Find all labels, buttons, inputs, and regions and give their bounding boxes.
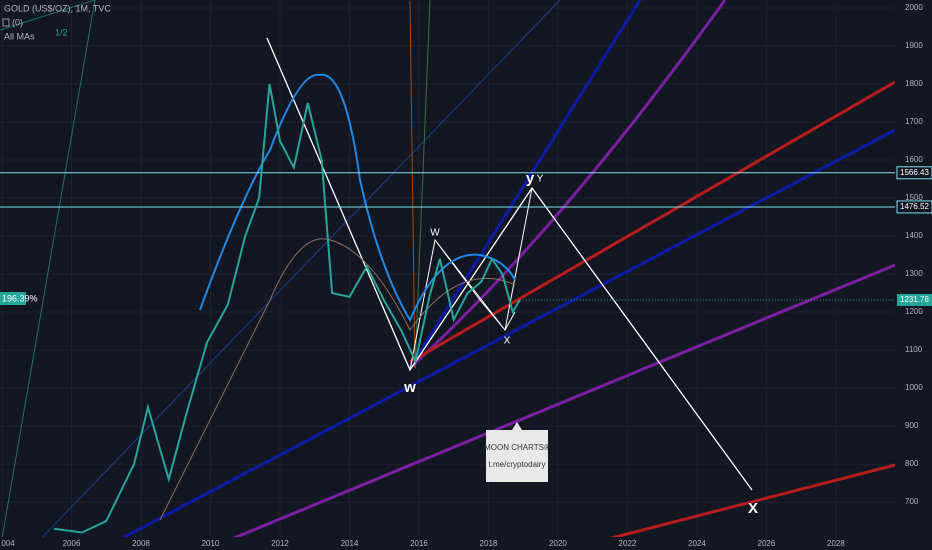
- y-tick-label: 1300: [905, 269, 923, 278]
- y-tick-label: 1200: [905, 307, 923, 316]
- grid: [0, 0, 895, 537]
- y-tick-label: 700: [905, 497, 919, 506]
- fib-line: [0, 0, 96, 31]
- level-box: [896, 166, 932, 180]
- y-tick-label: 2000: [905, 3, 923, 12]
- x-tick-label: 004: [1, 539, 15, 548]
- y-tick-label: 1700: [905, 117, 923, 126]
- level-box: [896, 200, 932, 214]
- fib-label: 1/2: [55, 27, 68, 37]
- x-tick-label: 2014: [341, 539, 359, 548]
- watermark-text: MOON CHARTS®: [484, 443, 550, 452]
- left-label-box: [0, 292, 26, 305]
- legend-text: All MAs: [4, 31, 35, 41]
- fib-line: [0, 0, 96, 550]
- last-price-box: [897, 293, 932, 306]
- level-label: 1566.43: [900, 168, 929, 177]
- y-tick-label: 1900: [905, 41, 923, 50]
- last-price-label: 1231.78: [900, 295, 929, 304]
- left-label: 196.39%: [2, 293, 38, 303]
- trend-line: [564, 463, 896, 550]
- trend-line: [29, 0, 561, 550]
- y-tick-label: 1500: [905, 193, 923, 202]
- price-axis: [895, 0, 932, 550]
- y-tick-label: 1000: [905, 383, 923, 392]
- watermark-box: [486, 430, 548, 482]
- x-tick-label: 2008: [132, 539, 150, 548]
- y-tick-label: 1100: [905, 345, 923, 354]
- wave-label: w: [403, 379, 416, 396]
- y-tick-label: 1800: [905, 79, 923, 88]
- wave-path: [266, 37, 753, 491]
- trend-line: [408, 0, 642, 369]
- title: GOLD (US$/OZ), 1M, TVC: [4, 3, 111, 13]
- x-tick-label: 2022: [619, 539, 637, 548]
- trend-line: [409, 80, 896, 364]
- wave-label: W: [430, 228, 440, 239]
- x-tick-label: 2012: [271, 539, 289, 548]
- wave-path: [409, 187, 533, 371]
- legend-icon: [2, 18, 10, 27]
- x-tick-label: 2016: [410, 539, 428, 548]
- level-label: 1476.52: [900, 202, 929, 211]
- y-tick-label: 800: [905, 459, 919, 468]
- y-tick-label: 1400: [905, 231, 923, 240]
- x-tick-label: 2026: [758, 539, 776, 548]
- fan-line: [414, 0, 431, 369]
- x-tick-label: 2006: [63, 539, 81, 548]
- y-tick-label: 1600: [905, 155, 923, 164]
- legend-text: (0): [12, 17, 23, 27]
- x-tick-label: 2018: [480, 539, 498, 548]
- wave-label: X: [504, 336, 511, 347]
- x-tick-label: 2028: [827, 539, 845, 548]
- wave-label: Y: [537, 174, 544, 185]
- y-tick-label: 900: [905, 421, 919, 430]
- plot: [0, 83, 895, 534]
- time-axis: [0, 537, 932, 550]
- x-tick-label: 2024: [688, 539, 706, 548]
- x-tick-label: 2010: [202, 539, 220, 548]
- wave-label: X: [748, 500, 758, 517]
- x-tick-label: 2020: [549, 539, 567, 548]
- fan-line: [409, 0, 416, 369]
- watermark-pointer: [512, 422, 522, 430]
- price-line: [53, 83, 521, 534]
- wave-label: y: [526, 170, 535, 187]
- trend-line: [99, 128, 896, 550]
- trend-line: [204, 263, 896, 550]
- watermark-text: t.me/cryptodairy: [489, 460, 546, 469]
